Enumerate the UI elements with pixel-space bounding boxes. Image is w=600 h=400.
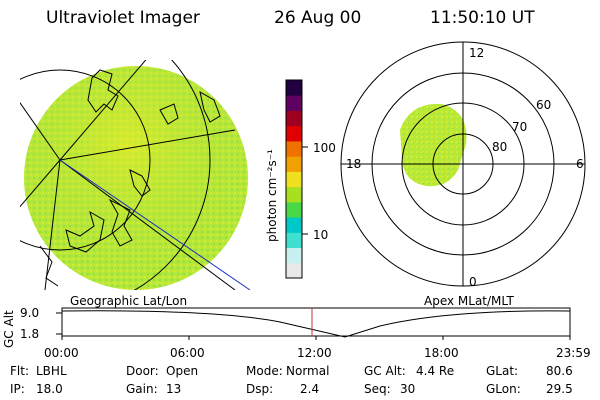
polar-plot xyxy=(340,41,586,287)
gcalt-value: 4.4 Re xyxy=(416,364,455,378)
colorbar-segment xyxy=(286,156,302,172)
date-label: 26 Aug 00 xyxy=(274,8,362,28)
colorbar-segment xyxy=(286,110,302,127)
colorbar-segment xyxy=(286,140,302,157)
filter-label: Flt: xyxy=(10,364,29,378)
polar-panel-label: Apex MLat/MLT xyxy=(424,294,514,308)
mlat-70-label: 70 xyxy=(512,120,528,134)
altitude-y-bottom: 1.8 xyxy=(20,327,40,341)
filter-value: LBHL xyxy=(36,364,67,378)
colorbar-segment xyxy=(286,247,302,264)
colorbar-segment xyxy=(286,201,302,218)
mlt-6-label: 6 xyxy=(576,157,584,171)
time-tick-4: 23:59 xyxy=(556,346,591,360)
gain-label: Gain: xyxy=(126,382,158,396)
glon-value: 29.5 xyxy=(546,382,573,396)
auroral-oval-fill xyxy=(400,103,467,187)
colorbar-segment xyxy=(286,80,302,96)
glat-value: 80.6 xyxy=(546,364,573,378)
geo-grid-lines xyxy=(20,60,236,290)
ip-label: IP: xyxy=(10,382,25,396)
terminator-line xyxy=(59,159,251,290)
mlt-18-label: 18 xyxy=(346,157,362,171)
altitude-y-top: 9.0 xyxy=(20,306,40,320)
colorbar-strip xyxy=(286,80,302,279)
coastlines xyxy=(39,69,221,287)
door-label: Door: xyxy=(126,364,159,378)
geo-panel-label: Geographic Lat/Lon xyxy=(70,294,188,308)
time-tick-2: 12:00 xyxy=(297,346,332,360)
mlat-60-label: 60 xyxy=(536,98,552,112)
time-tick-0: 00:00 xyxy=(44,346,79,360)
instrument-title: Ultraviolet Imager xyxy=(46,8,200,28)
colorbar-segment xyxy=(286,125,302,142)
time-tick-1: 06:00 xyxy=(170,346,205,360)
dsp-label: Dsp: xyxy=(246,382,274,396)
time-label: 11:50:10 UT xyxy=(430,8,535,28)
glon-label: GLon: xyxy=(486,382,521,396)
seq-value: 30 xyxy=(400,382,416,396)
time-tick-3: 18:00 xyxy=(424,346,459,360)
colorbar-segment xyxy=(286,95,302,111)
colorbar-unit-label: photon cm⁻²s⁻¹ xyxy=(265,149,279,242)
ip-value: 18.0 xyxy=(36,382,63,396)
altitude-plot xyxy=(56,307,571,340)
seq-label: Seq: xyxy=(364,382,391,396)
colorbar-segment xyxy=(286,217,302,233)
mlt-0-label: 0 xyxy=(469,275,477,289)
colorbar xyxy=(285,79,308,279)
altitude-curve xyxy=(61,310,571,338)
colorbar-tick-label-10: 10 xyxy=(313,228,329,242)
altitude-ylabel: GC Alt xyxy=(2,310,16,348)
mlt-12-label: 12 xyxy=(469,46,485,60)
mode-label: Mode: xyxy=(246,364,283,378)
door-value: Open xyxy=(166,364,199,378)
mlat-80-label: 80 xyxy=(492,140,508,154)
colorbar-segment xyxy=(286,186,302,203)
uv-image-disk xyxy=(24,66,248,290)
colorbar-segment xyxy=(286,232,302,249)
colorbar-segment xyxy=(286,262,302,279)
colorbar-tick-label-100: 100 xyxy=(313,141,336,155)
colorbar-segment xyxy=(286,171,302,188)
gain-value: 13 xyxy=(166,382,182,396)
dsp-value: 2.4 xyxy=(300,382,320,396)
gcalt-label: GC Alt: xyxy=(364,364,406,378)
glat-label: GLat: xyxy=(486,364,519,378)
mode-value: Normal xyxy=(286,364,330,378)
